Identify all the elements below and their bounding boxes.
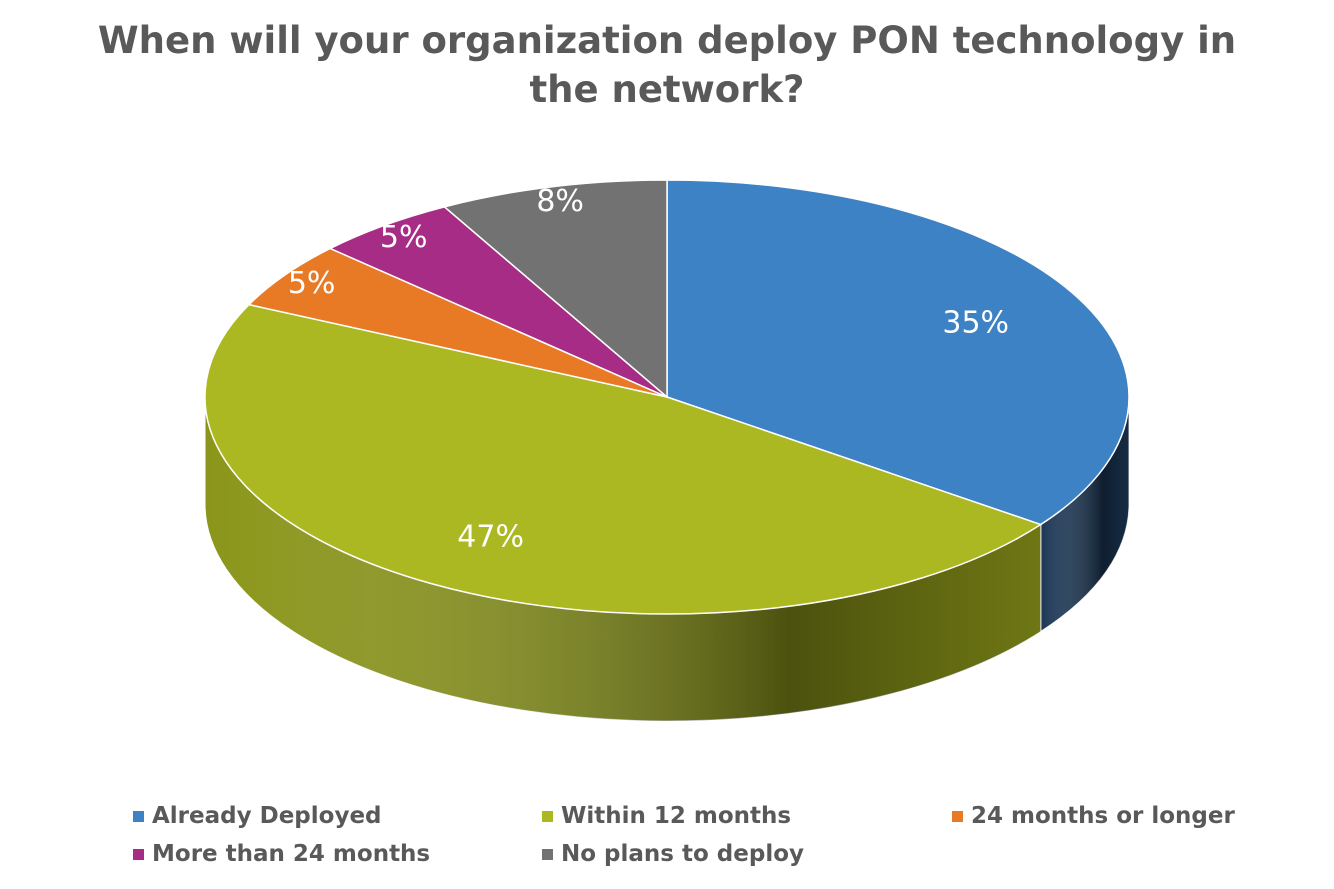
pie-slice-within-12-months[interactable]	[204, 303, 1043, 615]
pie-side-shade	[1040, 397, 1129, 632]
legend-label: Already Deployed	[152, 803, 382, 829]
pie-slice-24-months-or-longer[interactable]	[247, 247, 668, 398]
legend-swatch	[133, 810, 144, 822]
chart-title-line-2: the network?	[529, 68, 805, 111]
legend-swatch	[133, 848, 144, 860]
legend-swatch	[952, 810, 963, 822]
legend-label: No plans to deploy	[561, 841, 805, 867]
legend-swatch	[542, 810, 553, 822]
legend-item-already-deployed[interactable]: Already Deployed	[133, 803, 382, 829]
legend-label: Within 12 months	[561, 803, 792, 829]
data-label-within-12-months: 47%	[457, 520, 524, 555]
chart-title: When will your organization deploy PON t…	[0, 16, 1334, 114]
legend-item-no-plans-to-deploy[interactable]: No plans to deploy	[542, 841, 804, 867]
data-label-no-plans-to-deploy: 8%	[536, 184, 584, 219]
legend-label: More than 24 months	[152, 841, 431, 867]
legend-item-within-12-months[interactable]: Within 12 months	[542, 803, 791, 829]
pie-slice-already-deployed[interactable]	[666, 179, 1130, 526]
legend-label: 24 months or longer	[971, 803, 1235, 829]
legend-swatch	[542, 848, 553, 860]
pie-side-shade	[205, 397, 1041, 721]
data-label-24-months-or-longer: 5%	[288, 266, 336, 301]
chart-title-line-1: When will your organization deploy PON t…	[97, 19, 1237, 62]
pie-slice-more-than-24-months[interactable]	[328, 206, 668, 398]
legend-item-more-than-24-months[interactable]: More than 24 months	[133, 841, 430, 867]
pie-slice-no-plans-to-deploy[interactable]	[442, 179, 668, 399]
data-label-more-than-24-months: 5%	[380, 220, 428, 255]
legend-item-24-months-or-longer[interactable]: 24 months or longer	[952, 803, 1235, 829]
data-label-already-deployed: 35%	[942, 306, 1009, 341]
